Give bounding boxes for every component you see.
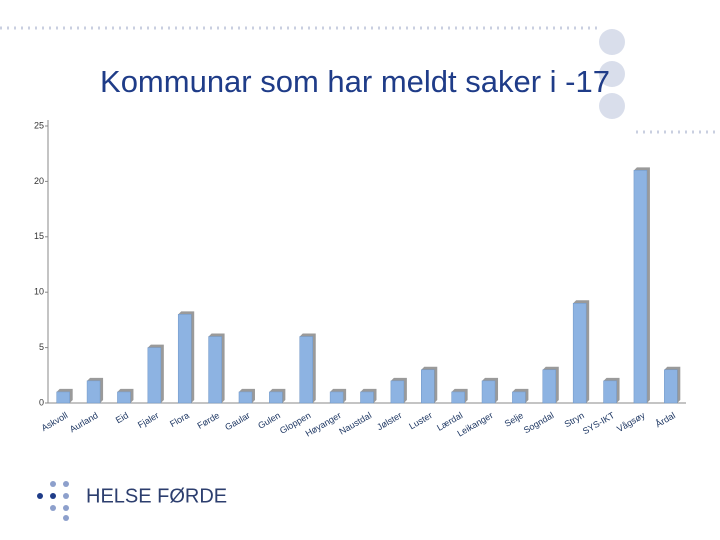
x-tick-label: Naustdal (337, 410, 373, 436)
bar (269, 391, 283, 404)
bar (542, 369, 557, 404)
logo-dot (50, 505, 56, 511)
bar (664, 369, 678, 404)
logo-dot (50, 481, 56, 487)
bar-shadow (299, 333, 316, 403)
logo-dot (63, 505, 69, 511)
logo-text: HELSE FØRDE (86, 485, 227, 507)
logo-dot (63, 515, 69, 521)
y-tick-label: 25 (34, 120, 44, 130)
bar (86, 380, 101, 404)
bar (421, 369, 435, 404)
x-tick-label: Vågsøy (615, 410, 647, 434)
bar (451, 391, 465, 404)
bar-shadow (390, 377, 407, 403)
chart-title: Kommunar som har meldt saker i -17 (100, 64, 610, 99)
bar (117, 391, 131, 404)
x-tick-label: Jølster (375, 410, 403, 432)
bar (177, 314, 192, 404)
bar (147, 347, 162, 404)
x-tick-label: Flora (168, 410, 191, 429)
bar (299, 336, 313, 404)
logo-dot (63, 493, 69, 499)
bar (572, 303, 587, 404)
bar-shadow (421, 366, 438, 403)
decor-circle (599, 29, 625, 55)
logo-dot (63, 481, 69, 487)
y-tick-label: 10 (34, 287, 44, 297)
bar-shadow (178, 311, 195, 403)
x-tick-label: Luster (407, 410, 434, 431)
bar (633, 170, 648, 404)
bar-shadow (573, 300, 590, 403)
bar-shadow (664, 366, 681, 403)
x-tick-label: Eid (114, 410, 130, 425)
x-tick-label: SYS-IKT (581, 410, 617, 436)
bar-shadow (208, 333, 225, 403)
bar (238, 391, 253, 404)
x-tick-label: Gaular (223, 410, 251, 432)
x-tick-label: Aurland (68, 410, 100, 434)
y-tick-label: 0 (39, 397, 44, 407)
bar (481, 380, 496, 404)
bar-shadow (542, 366, 559, 403)
bar-shadow (87, 377, 104, 403)
decor-circle (599, 93, 625, 119)
bar-shadow (147, 344, 164, 403)
logo: HELSE FØRDE (37, 481, 227, 521)
bar (56, 391, 70, 404)
y-tick-label: 20 (34, 176, 44, 186)
bar-shadow (603, 377, 620, 403)
bar (390, 380, 405, 404)
x-tick-label: Årdal (654, 410, 677, 429)
y-tick-label: 15 (34, 231, 44, 241)
bar (603, 380, 617, 404)
logo-dot (37, 493, 43, 499)
y-tick-label: 5 (39, 342, 44, 352)
bar (512, 391, 526, 404)
x-tick-label: Sogndal (522, 410, 556, 435)
bar-shadow (633, 167, 650, 403)
bar (208, 336, 222, 404)
x-tick-label: Førde (195, 410, 221, 431)
decor-circle (599, 61, 625, 87)
bar-shadow (482, 377, 499, 403)
x-tick-label: Fjaler (136, 410, 160, 430)
x-tick-label: Askvoll (40, 410, 70, 433)
bar (329, 391, 344, 404)
bar (360, 391, 374, 404)
logo-dot (50, 493, 56, 499)
